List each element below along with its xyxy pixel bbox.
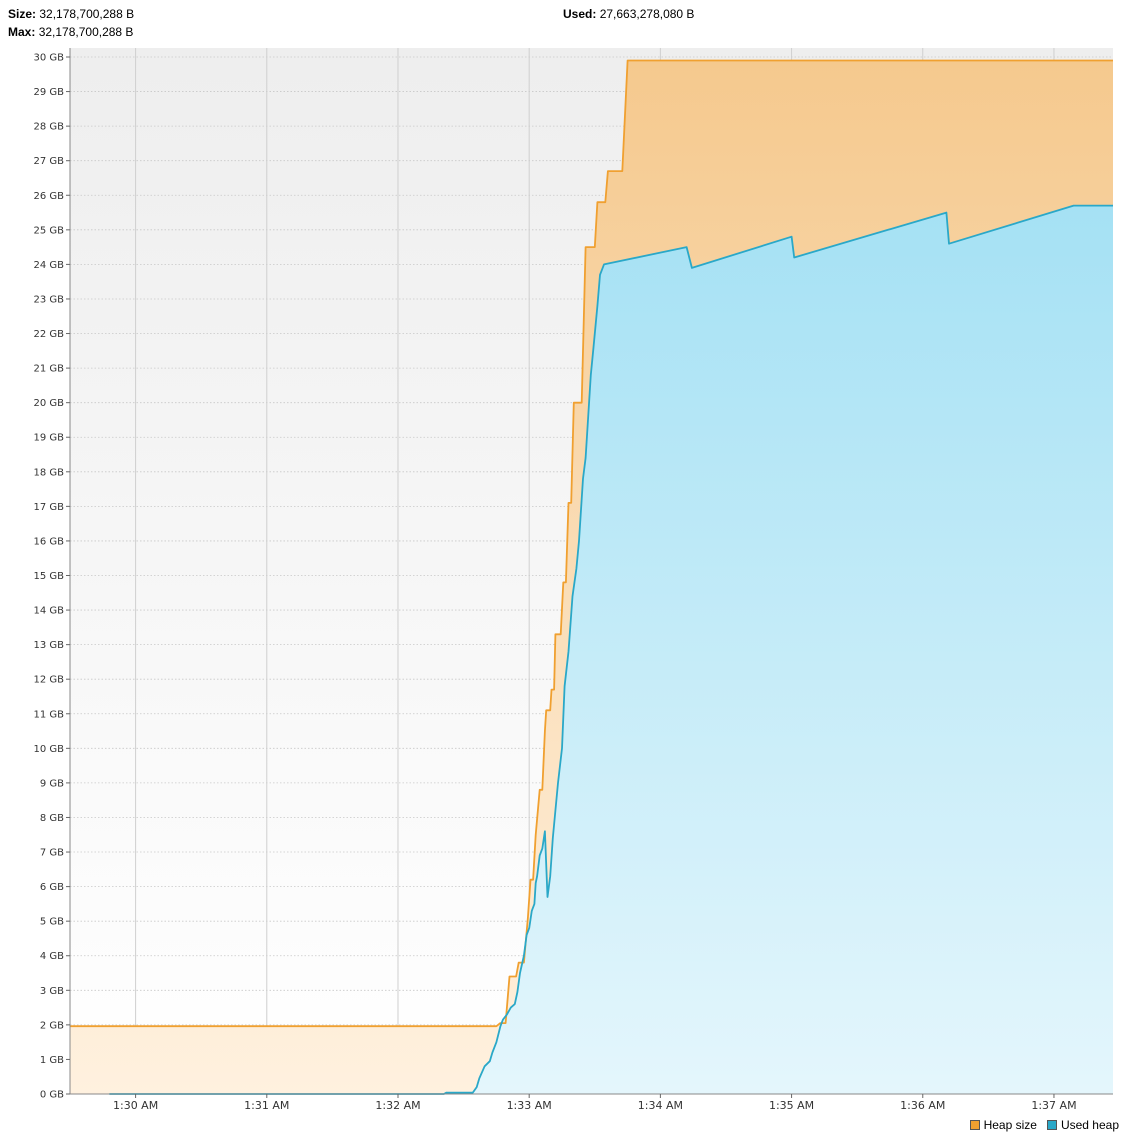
legend: Heap size Used heap xyxy=(969,1118,1119,1132)
size-label: Size: xyxy=(8,7,37,21)
x-tick-label: 1:32 AM xyxy=(375,1099,420,1112)
y-tick-label: 12 GB xyxy=(33,675,64,686)
y-tick-label: 24 GB xyxy=(33,260,64,271)
y-tick-label: 23 GB xyxy=(33,294,64,305)
y-tick-label: 13 GB xyxy=(33,640,64,651)
y-tick-label: 28 GB xyxy=(33,122,64,133)
y-tick-label: 22 GB xyxy=(33,329,64,340)
y-tick-label: 4 GB xyxy=(40,951,64,962)
y-tick-label: 20 GB xyxy=(33,398,64,409)
y-tick-label: 30 GB xyxy=(33,53,64,64)
y-tick-label: 8 GB xyxy=(40,813,64,824)
x-tick-label: 1:37 AM xyxy=(1031,1099,1076,1112)
y-tick-label: 10 GB xyxy=(33,744,64,755)
used-heap-line xyxy=(109,204,1113,1095)
max-label: Max: xyxy=(8,25,36,39)
used-value: 27,663,278,080 B xyxy=(599,7,695,21)
legend-label-heap-size: Heap size xyxy=(983,1118,1037,1132)
x-tick-label: 1:35 AM xyxy=(769,1099,814,1112)
y-tick-label: 27 GB xyxy=(33,156,64,167)
y-tick-label: 1 GB xyxy=(40,1055,64,1066)
axes xyxy=(69,48,1113,1095)
x-tick-label: 1:34 AM xyxy=(638,1099,683,1112)
y-tick-label: 25 GB xyxy=(33,225,64,236)
max-value: 32,178,700,288 B xyxy=(38,25,134,39)
legend-item-heap-size[interactable]: Heap size xyxy=(969,1118,1037,1132)
y-tick-label: 14 GB xyxy=(33,606,64,617)
y-tick-label: 19 GB xyxy=(33,433,64,444)
y-tick-label: 15 GB xyxy=(33,571,64,582)
y-tick-label: 16 GB xyxy=(33,536,64,547)
y-tick-label: 3 GB xyxy=(40,986,64,997)
heap-used-readout: Used: 27,663,278,080 B xyxy=(563,7,694,21)
y-tick-label: 5 GB xyxy=(40,917,64,928)
used-label: Used: xyxy=(563,7,597,21)
y-tick-label: 26 GB xyxy=(33,191,64,202)
y-tick-label: 21 GB xyxy=(33,364,64,375)
heap-size-swatch xyxy=(969,1120,980,1130)
y-axis-ticks: 0 GB 1 GB 2 GB 3 GB 4 GB 5 GB 6 GB 7 GB 8 GB 9 GB… xyxy=(33,53,70,1101)
heap-size-readout: Size: 32,178,700,288 B xyxy=(8,7,134,21)
y-tick-label: 2 GB xyxy=(40,1020,64,1031)
y-tick-label: 17 GB xyxy=(33,502,64,513)
y-tick-label: 18 GB xyxy=(33,467,64,478)
used-heap-area xyxy=(109,205,1113,1095)
y-tick-label: 9 GB xyxy=(40,778,64,789)
y-tick-label: 11 GB xyxy=(33,709,64,720)
x-tick-label: 1:36 AM xyxy=(900,1099,945,1112)
legend-item-used-heap[interactable]: Used heap xyxy=(1046,1118,1119,1132)
x-tick-label: 1:31 AM xyxy=(244,1099,289,1112)
x-tick-label: 1:33 AM xyxy=(507,1099,552,1112)
series-areas xyxy=(70,59,1113,1095)
heap-size-line xyxy=(70,59,1113,1028)
y-tick-label: 29 GB xyxy=(33,87,64,98)
x-tick-label: 1:30 AM xyxy=(113,1099,158,1112)
y-tick-label: 7 GB xyxy=(40,848,64,859)
y-tick-label: 0 GB xyxy=(40,1090,64,1101)
used-heap-swatch xyxy=(1046,1120,1057,1130)
y-tick-label: 6 GB xyxy=(40,882,64,893)
heap-max-readout: Max: 32,178,700,288 B xyxy=(8,25,133,39)
size-value: 32,178,700,288 B xyxy=(39,7,135,21)
x-axis-ticks: 1:30 AM 1:31 AM 1:32 AM 1:33 AM 1:34 AM 1:35 … xyxy=(113,1094,1077,1112)
legend-label-used-heap: Used heap xyxy=(1060,1118,1119,1132)
